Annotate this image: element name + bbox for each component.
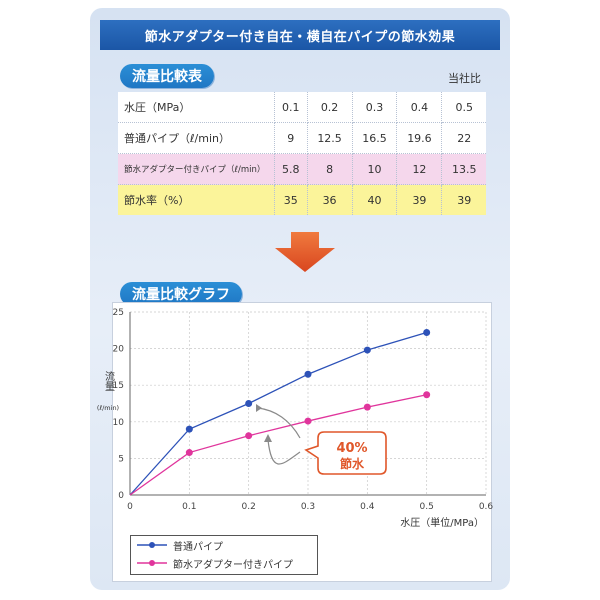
data-point [363,346,371,354]
table-heading: 流量比較表 [120,64,214,88]
pressure-value-cell: 0.3 [352,92,398,123]
table-cell: 5.8 [274,153,308,185]
x-tick-label: 0 [127,502,133,512]
table-cell: 10 [352,153,398,185]
legend-label-normal: 普通パイプ [173,541,223,553]
pressure-value-cell: 0.4 [396,92,443,123]
legend-item-normal-pipe: 普通パイプ [131,536,317,554]
annotation-curve-upper [257,407,301,439]
chart-axes: 0 0.1 0.2 0.3 0.4 0.5 0.6 0 5 10 15 20 25 流量 (ℓ/min) 水圧… [97,308,494,529]
data-point [245,400,253,407]
x-tick-label: 0.6 [479,502,494,512]
row-label: 水圧（MPa） [118,92,275,123]
table-cell: 13.5 [441,153,486,185]
x-tick-label: 0.2 [242,502,256,512]
chart-series [129,328,431,496]
table-cell: 22 [441,122,486,154]
savings-text-label: 節水 [340,456,365,471]
table-cell: 39 [396,184,443,215]
data-point [363,403,371,411]
table-row: 節水率（%） 35 36 40 39 39 [118,184,486,215]
pressure-value-cell: 0.5 [441,92,486,123]
chart-grid [129,311,487,496]
table-cell: 12 [396,153,443,185]
table-cell: 8 [307,153,353,185]
x-tick-label: 0.5 [420,502,434,512]
table-cell: 12.5 [307,122,353,154]
legend-line-normal-icon [137,542,167,548]
y-tick-label: 0 [118,491,124,501]
table-row: 水圧（MPa） 0.1 0.2 0.3 0.4 0.5 [118,92,486,123]
data-point [304,417,312,425]
savings-callout-box [304,431,387,475]
page-title: 節水アダプター付き自在・横自在パイプの節水効果 [100,20,500,50]
annotation-arrowhead-icon [256,404,262,412]
table-cell: 35 [274,184,308,215]
data-point [185,449,193,457]
y-tick-label: 10 [113,418,125,428]
company-comparison-note: 当社比 [448,72,481,85]
y-tick-label: 15 [113,381,124,391]
legend-line-saving-icon [137,560,167,566]
chart-annotation: 40%節水 [256,404,387,475]
series-line-1 [129,394,427,496]
data-point [304,370,312,378]
pressure-value-cell: 0.2 [307,92,353,123]
y-tick-label: 25 [113,308,124,318]
x-tick-label: 0.4 [360,502,375,512]
annotation-curve-lower [267,439,301,465]
chart-legend: 普通パイプ 節水アダプター付きパイプ [130,535,318,575]
table-row: 節水アダプター付きパイプ（ℓ/min） 5.8 8 10 12 13.5 [118,153,486,185]
row-label: 節水アダプター付きパイプ（ℓ/min） [118,153,275,185]
table-cell: 16.5 [352,122,398,154]
pressure-value-cell: 0.1 [274,92,308,123]
y-axis-unit: (ℓ/min) [97,404,119,412]
data-point [185,425,193,433]
y-tick-label: 20 [113,345,125,355]
table-cell: 40 [352,184,398,215]
x-tick-label: 0.3 [301,502,315,512]
legend-item-saving-pipe: 節水アダプター付きパイプ [131,554,317,572]
flow-comparison-table: 水圧（MPa） 0.1 0.2 0.3 0.4 0.5 普通パイプ（ℓ/min） 9 12.5 1… [118,92,486,215]
table-row: 普通パイプ（ℓ/min） 9 12.5 16.5 19.6 22 [118,122,486,154]
table-cell: 19.6 [396,122,443,154]
data-point [245,432,253,440]
savings-percent-label: 40% [336,441,367,456]
annotation-arrowhead-icon [264,434,272,442]
row-label: 普通パイプ（ℓ/min） [118,122,275,154]
data-point [423,328,431,336]
data-point [423,391,431,399]
down-arrow-icon [275,232,335,272]
series-line-0 [129,331,427,496]
row-label: 節水率（%） [118,184,275,215]
legend-label-saving: 節水アダプター付きパイプ [173,559,293,571]
x-tick-label: 0.1 [182,502,196,512]
table-cell: 9 [274,122,308,154]
table-cell: 39 [441,184,486,215]
y-axis-label: 流量 [103,370,115,391]
y-tick-label: 5 [118,454,124,464]
table-cell: 36 [307,184,353,215]
x-axis-label: 水圧（単位/MPa） [400,516,484,529]
